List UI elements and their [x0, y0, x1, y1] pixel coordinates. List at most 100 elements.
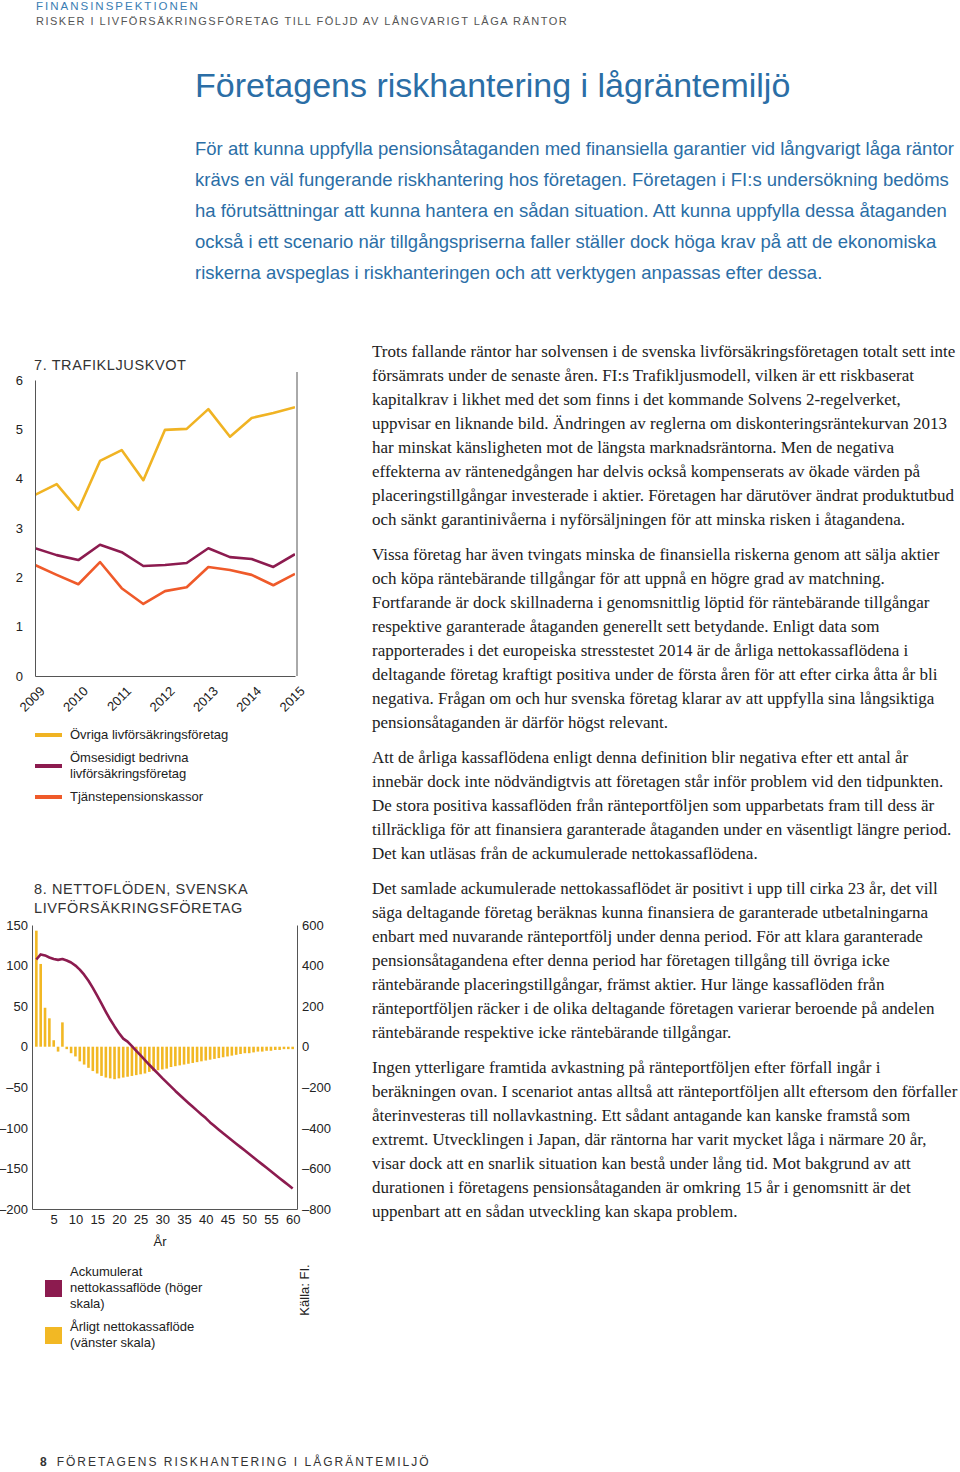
y-tick: 1	[16, 619, 35, 634]
bar	[270, 1047, 273, 1051]
bar	[252, 1047, 255, 1053]
y2-tick-label: –800	[302, 1202, 331, 1217]
legend-swatch	[45, 1280, 62, 1297]
x-tick: 45	[221, 1209, 235, 1227]
x-tick-label: 2011	[104, 684, 134, 714]
bar	[113, 1047, 116, 1079]
y-tick: 50	[14, 999, 32, 1014]
legend-item: Ackumulerat nettokassaflöde (höger skala…	[45, 1264, 225, 1312]
x-axis-line	[33, 1209, 298, 1210]
legend-swatch	[35, 795, 62, 799]
chart-title: 8. NETTOFLÖDEN, SVENSKA LIVFÖRSÄKRINGSFÖ…	[34, 880, 249, 918]
bar	[235, 1047, 238, 1055]
paragraph: Det samlade ackumulerade nettokassaflöde…	[372, 877, 960, 1045]
x-tick-label: 20	[112, 1212, 126, 1227]
y2-axis-line	[297, 926, 298, 1210]
bar	[191, 1047, 194, 1063]
bar	[139, 1047, 142, 1075]
y2-tick-label: –600	[302, 1161, 331, 1176]
legend-item: Tjänstepensionskassor	[35, 789, 235, 805]
bar	[283, 1047, 286, 1049]
y2-axis: –800–600–400–2000200400600	[297, 918, 331, 1217]
y2-tick-label: 400	[302, 958, 324, 973]
y-tick: 0	[21, 1039, 32, 1054]
y-axis: 0123456	[16, 373, 36, 684]
y-tick: –100	[0, 1121, 32, 1136]
bar	[244, 1047, 247, 1053]
x-tick-label: 2009	[17, 684, 48, 715]
x-tick: 2009	[17, 676, 48, 715]
x-tick-label: 2014	[233, 684, 264, 715]
bar	[174, 1047, 177, 1066]
x-tick-label: 2015	[277, 684, 308, 715]
y2-tick: –400	[297, 1121, 331, 1136]
x-tick: 20	[112, 1209, 126, 1227]
bar	[178, 1047, 181, 1066]
x-tick: 30	[156, 1209, 170, 1227]
y-tick-label: –200	[0, 1202, 28, 1217]
bar	[213, 1047, 216, 1059]
x-tick: 2011	[104, 676, 134, 714]
legend-swatch	[45, 1327, 62, 1344]
bar	[161, 1047, 164, 1070]
bar	[231, 1047, 234, 1056]
y-tick-label: 150	[6, 918, 28, 933]
bar	[165, 1047, 168, 1069]
page-number: 8	[40, 1455, 49, 1469]
bar	[92, 1047, 95, 1071]
y-axis: –200–150–100–50050100150	[0, 918, 33, 1217]
x-tick-label: 30	[156, 1212, 170, 1227]
y-tick: 4	[16, 471, 35, 486]
paragraph: Trots fallande räntor har solvensen i de…	[372, 340, 960, 532]
series-line	[35, 562, 295, 604]
series-line	[36, 954, 292, 1188]
y2-tick-label: 200	[302, 999, 324, 1014]
x-tick: 55	[264, 1209, 278, 1227]
x-axis: 51015202530354045505560	[33, 1209, 301, 1227]
bar	[170, 1047, 173, 1067]
y-tick-label: 4	[16, 471, 23, 486]
y-tick: –150	[0, 1161, 32, 1176]
y-tick: 2	[16, 570, 35, 585]
bar	[52, 1040, 55, 1046]
y-tick: 150	[6, 918, 32, 933]
x-tick: 5	[51, 1209, 58, 1227]
plot-area	[35, 407, 295, 604]
x-tick: 25	[134, 1209, 148, 1227]
series-line	[35, 407, 295, 510]
x-tick: 15	[90, 1209, 104, 1227]
legend-label: Tjänstepensionskassor	[70, 789, 203, 805]
bar	[187, 1047, 190, 1064]
y2-tick-label: 0	[302, 1039, 309, 1054]
x-tick-label: 25	[134, 1212, 148, 1227]
bar	[61, 1022, 64, 1046]
y-tick: 5	[16, 422, 35, 437]
x-tick: 10	[69, 1209, 83, 1227]
y-tick-label: 1	[16, 619, 23, 634]
bar	[65, 1047, 68, 1049]
bar	[196, 1047, 199, 1062]
x-tick-label: 45	[221, 1212, 235, 1227]
x-tick-label: 5	[51, 1212, 58, 1227]
bar	[157, 1047, 160, 1071]
bar	[226, 1047, 229, 1057]
hdr1: FINANSINSPEKTIONEN	[36, 0, 200, 12]
y-tick: –50	[6, 1080, 32, 1095]
legend-item: Övriga livförsäkringsföretag	[35, 727, 235, 743]
bar	[291, 1047, 294, 1049]
bar	[118, 1047, 121, 1079]
y-tick-label: 5	[16, 422, 23, 437]
bar	[239, 1047, 242, 1054]
y2-tick: –800	[297, 1202, 331, 1217]
bar	[44, 1008, 47, 1047]
y2-tick: 0	[297, 1039, 309, 1054]
y2-tick: –600	[297, 1161, 331, 1176]
x-tick-label: 60	[286, 1212, 300, 1227]
intro: För att kunna uppfylla pensionsåtaganden…	[195, 133, 957, 288]
y-axis-line	[35, 381, 36, 677]
annotation: Källa: FI.	[297, 1264, 312, 1315]
legend: Övriga livförsäkringsföretag Ömsesidigt b…	[35, 727, 235, 812]
paragraph: Vissa företag har även tvingats minska d…	[372, 543, 960, 735]
legend-item: Ömsesidigt bedrivna livförsäkringsföreta…	[35, 750, 235, 782]
x-tick: 2015	[277, 676, 308, 715]
